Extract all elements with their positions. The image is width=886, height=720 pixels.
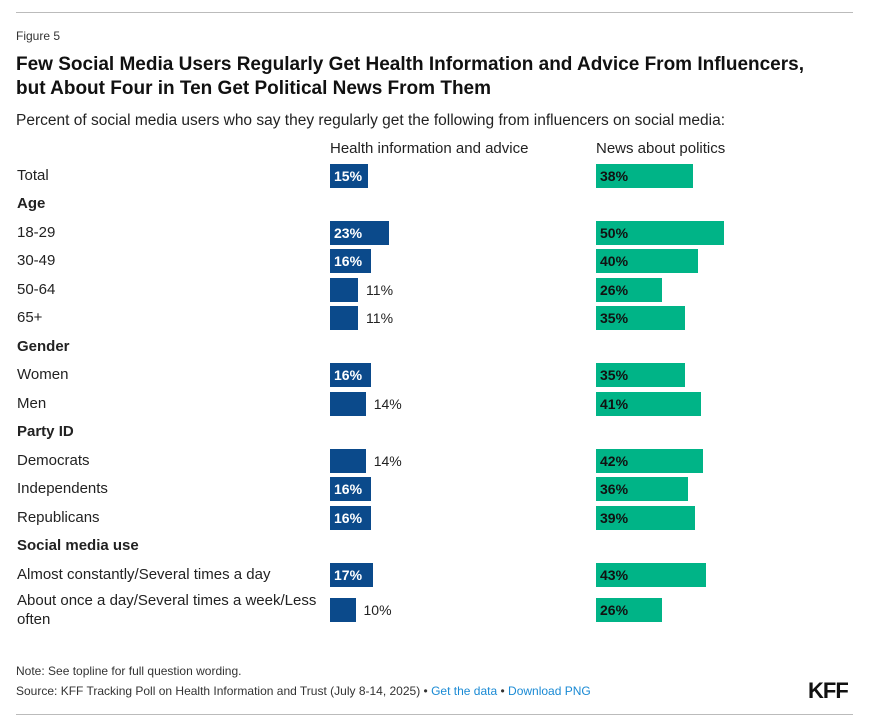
health-value-label: 14% <box>373 453 402 469</box>
health-value-label: 16% <box>334 367 363 383</box>
group-label: Gender <box>17 338 70 355</box>
politics-bar <box>596 392 701 416</box>
politics-value-label: 40% <box>600 253 629 269</box>
politics-bar <box>596 306 686 330</box>
note: Note: See topline for full question word… <box>16 664 242 678</box>
politics-value-label: 42% <box>600 453 629 469</box>
health-value-label: 15% <box>334 168 363 184</box>
politics-bar <box>596 563 706 587</box>
bottom-divider <box>16 714 853 715</box>
politics-value-label: 35% <box>600 310 629 326</box>
health-value-label: 14% <box>373 396 402 412</box>
health-bar <box>330 392 366 416</box>
separator: • <box>500 684 505 698</box>
health-bar <box>330 477 371 501</box>
source-text: Source: KFF Tracking Poll on Health Info… <box>16 684 421 698</box>
health-value-label: 17% <box>334 567 363 583</box>
row-label: Men <box>17 395 47 412</box>
row-label: Total <box>17 167 49 184</box>
politics-value-label: 43% <box>600 567 629 583</box>
source: Source: KFF Tracking Poll on Health Info… <box>16 684 591 698</box>
politics-bar <box>596 249 698 273</box>
politics-value-label: 50% <box>600 225 629 241</box>
health-bar <box>330 563 374 587</box>
health-value-label: 11% <box>366 282 394 298</box>
health-bar <box>330 598 356 622</box>
politics-value-label: 36% <box>600 481 629 497</box>
health-bar <box>330 506 371 530</box>
group-label: Age <box>17 195 46 212</box>
chart-subtitle: Percent of social media users who say th… <box>16 112 726 129</box>
politics-bar <box>596 164 693 188</box>
politics-value-label: 41% <box>600 396 629 412</box>
row-label: Women <box>17 366 69 383</box>
politics-value-label: 26% <box>600 602 629 618</box>
row-label: Democrats <box>17 452 90 469</box>
row-label: 50-64 <box>17 281 56 298</box>
health-value-label: 23% <box>334 225 363 241</box>
politics-bar <box>596 221 724 245</box>
health-bar <box>330 278 359 302</box>
figure-label: Figure 5 <box>16 29 61 43</box>
chart-title: Few Social Media Users Regularly Get Hea… <box>16 54 804 99</box>
health-value-label: 11% <box>366 310 394 326</box>
health-value-label: 16% <box>334 481 363 497</box>
politics-bar <box>596 363 686 387</box>
group-label: Social media use <box>17 537 139 554</box>
health-bar <box>330 249 371 273</box>
row-label: 65+ <box>17 309 43 326</box>
row-label: 18-29 <box>17 224 56 241</box>
download-png-link[interactable]: Download PNG <box>508 684 591 698</box>
politics-bar <box>596 278 663 302</box>
health-bar <box>330 306 359 330</box>
health-value-label: 10% <box>363 602 392 618</box>
row-label: Almost constantly/Several times a day <box>17 566 271 583</box>
health-value-label: 16% <box>334 510 363 526</box>
column-header-health: Health information and advice <box>330 140 529 157</box>
politics-value-label: 26% <box>600 282 629 298</box>
politics-bar <box>596 449 704 473</box>
separator: • <box>423 684 428 698</box>
politics-bar <box>596 598 663 622</box>
health-bar <box>330 164 369 188</box>
column-header-politics: News about politics <box>596 140 726 157</box>
row-label: About once a day/Several times a week/Le… <box>17 592 317 628</box>
health-bar <box>330 221 389 245</box>
politics-value-label: 38% <box>600 168 629 184</box>
health-value-label: 16% <box>334 253 363 269</box>
kff-logo: KFF <box>808 678 849 703</box>
politics-value-label: 39% <box>600 510 629 526</box>
politics-bar <box>596 477 688 501</box>
row-label: Independents <box>17 480 108 497</box>
politics-bar <box>596 506 696 530</box>
row-label: 30-49 <box>17 252 56 269</box>
politics-value-label: 35% <box>600 367 629 383</box>
top-divider <box>16 12 853 13</box>
group-label: Party ID <box>17 423 74 440</box>
row-label: Republicans <box>17 509 100 526</box>
get-data-link[interactable]: Get the data <box>431 684 498 698</box>
health-bar <box>330 449 366 473</box>
health-bar <box>330 363 371 387</box>
